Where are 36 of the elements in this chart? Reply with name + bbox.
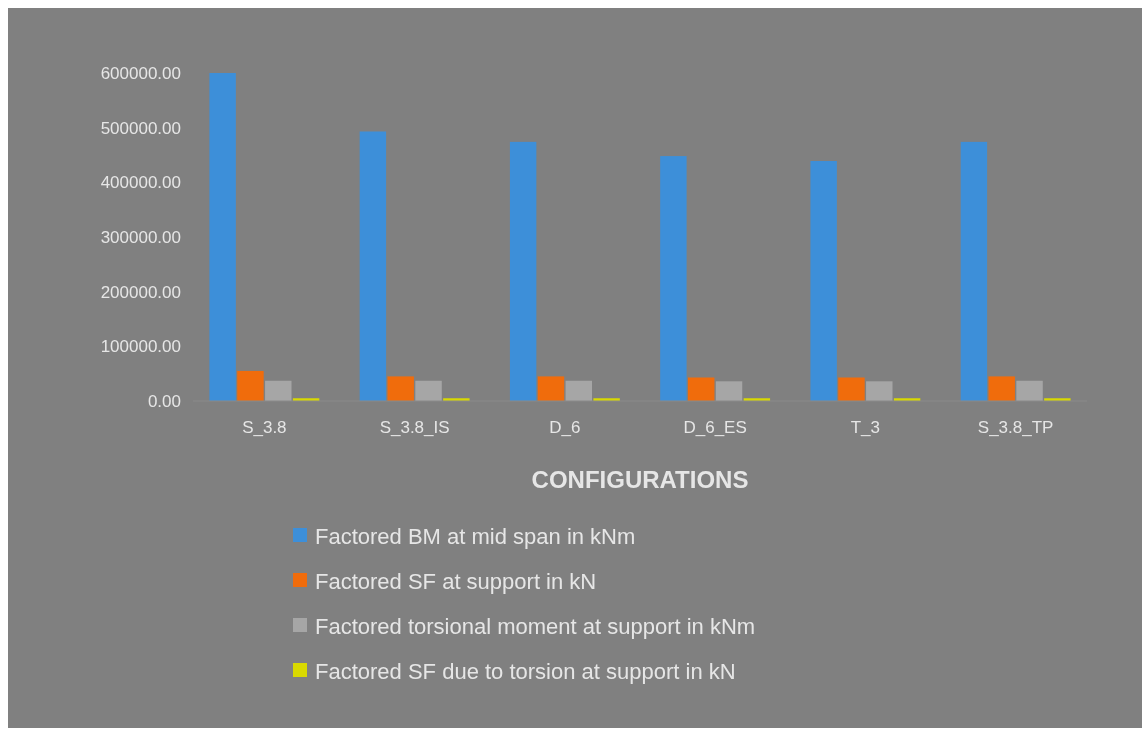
legend-label: Factored BM at mid span in kNm	[315, 523, 636, 549]
legend-label: Factored SF at support in kN	[315, 568, 597, 594]
bar	[359, 131, 387, 401]
bar	[960, 141, 988, 401]
bar	[688, 377, 715, 401]
x-tick-label: T_3	[850, 418, 881, 437]
x-tick-label: S_3.8_TP	[977, 418, 1054, 437]
bar	[1016, 380, 1043, 401]
bar	[237, 370, 264, 401]
legend-label: Factored SF due to torsion at support in kN	[315, 658, 736, 684]
bar	[838, 377, 865, 401]
x-tick-label: S_3.8_IS	[379, 418, 450, 437]
y-tick-label: 500000.00	[100, 118, 181, 138]
x-tick-label: S_3.8	[242, 418, 287, 437]
bar	[660, 156, 687, 401]
bar	[537, 376, 565, 401]
y-tick-label: 200000.00	[100, 282, 181, 302]
bar	[810, 161, 837, 401]
y-tick-label: 400000.00	[100, 173, 181, 193]
x-tick-label: D_6_ES	[683, 418, 747, 437]
y-tick-label: 0.00	[147, 391, 181, 411]
legend-label: Factored torsional moment at support in kNm	[315, 613, 756, 639]
x-axis-title: CONFIGURATIONS	[531, 466, 749, 493]
x-tick-label: D_6	[549, 418, 581, 437]
bar	[866, 381, 893, 401]
y-tick-label: 600000.00	[100, 63, 181, 83]
y-tick-label: 100000.00	[100, 337, 181, 357]
bar	[387, 376, 414, 401]
bar	[265, 380, 292, 401]
bar	[415, 380, 442, 401]
bar	[988, 376, 1015, 401]
bar	[509, 141, 537, 401]
bar	[715, 381, 743, 401]
bar	[565, 380, 592, 401]
bar	[209, 73, 236, 401]
y-tick-label: 300000.00	[100, 227, 181, 247]
